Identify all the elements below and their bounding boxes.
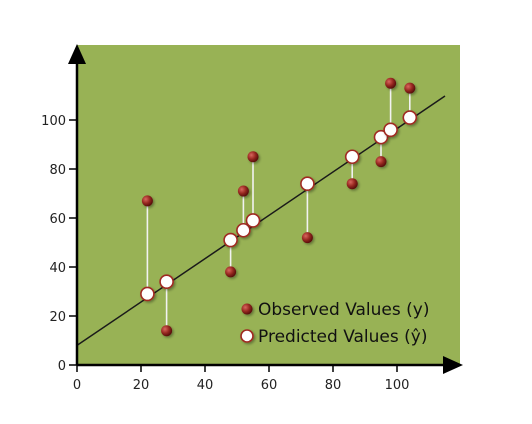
x-tick-label: 40	[197, 378, 214, 393]
observed-point	[346, 178, 358, 190]
observed-point	[385, 77, 397, 89]
predicted-point	[402, 110, 418, 125]
predicted-points	[140, 110, 418, 302]
y-tick-label: 100	[41, 114, 66, 129]
x-tick-label: 60	[261, 378, 278, 393]
x-tick-label: 80	[325, 378, 342, 393]
legend-observed-label: Observed Values (y)	[258, 300, 429, 320]
plot-area	[77, 45, 460, 365]
predicted-point	[223, 232, 238, 248]
y-ticks: 0 20 40 60 80 100	[41, 114, 77, 374]
observed-point	[404, 82, 416, 94]
observed-points	[141, 77, 416, 337]
y-tick-label: 40	[49, 261, 66, 276]
observed-point	[141, 195, 153, 207]
predicted-point	[300, 176, 315, 191]
predicted-point	[236, 222, 251, 238]
legend-predicted-label: Predicted Values (ŷ)	[258, 327, 427, 347]
observed-point	[161, 325, 173, 337]
predicted-point	[344, 149, 360, 165]
y-tick-label: 20	[49, 310, 66, 325]
axes	[68, 44, 463, 374]
predicted-point	[140, 286, 155, 302]
observed-point	[247, 151, 259, 163]
observed-point	[301, 232, 313, 244]
legend-predicted-marker	[240, 329, 254, 343]
observed-point	[237, 185, 249, 197]
x-ticks: 0 20 40 60 80 100	[73, 365, 410, 393]
y-tick-label: 60	[49, 212, 66, 227]
y-tick-label: 80	[49, 163, 66, 178]
predicted-point	[245, 213, 261, 228]
x-tick-label: 100	[385, 378, 410, 393]
x-axis-arrow	[443, 356, 463, 374]
observed-point	[375, 156, 387, 168]
predicted-point	[383, 122, 398, 138]
x-tick-label: 20	[133, 378, 150, 393]
y-tick-label: 0	[58, 359, 66, 374]
y-axis-arrow	[68, 44, 86, 64]
observed-point	[225, 266, 237, 278]
predicted-point	[373, 129, 389, 145]
x-tick-label: 0	[73, 378, 81, 393]
legend: Observed Values (y) Predicted Values (ŷ)	[240, 300, 429, 347]
legend-observed-marker	[241, 303, 253, 315]
predicted-point	[159, 274, 174, 290]
